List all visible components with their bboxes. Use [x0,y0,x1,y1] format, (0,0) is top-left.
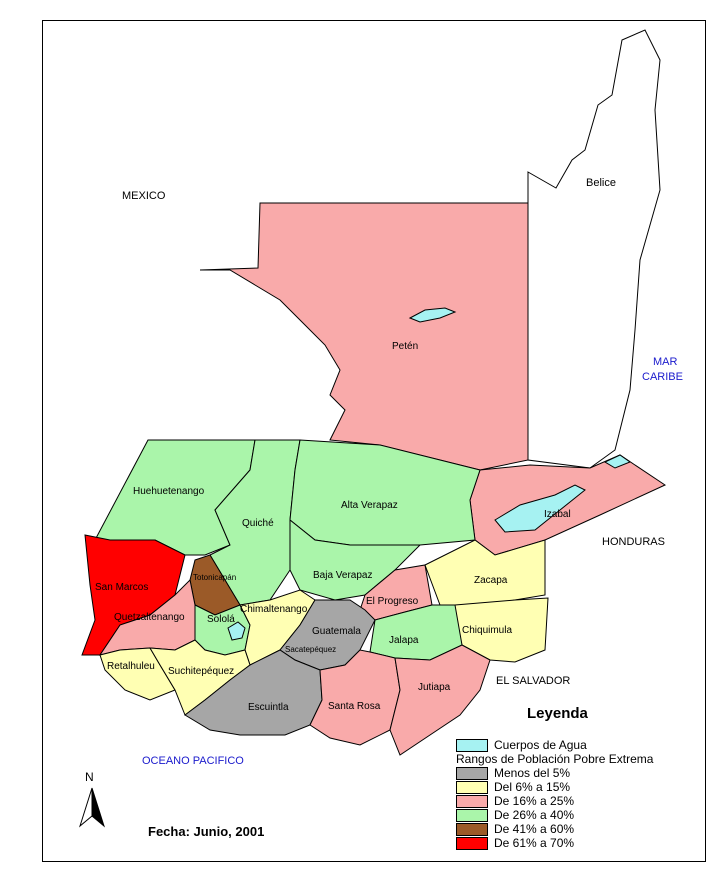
lake-peten-itza [408,307,457,323]
huehuetenango-label: Huehuetenango [133,486,205,497]
legend-swatch [456,836,488,850]
legend-item: De 61% a 70% [456,836,653,850]
legend-item-water: Cuerpos de Agua [456,738,653,752]
legend-item: De 41% a 60% [456,822,653,836]
legend-label: De 26% a 40% [494,808,575,822]
legend-item: De 16% a 25% [456,794,653,808]
legend-ranges-title: Rangos de Población Pobre Extrema [456,752,654,766]
legend-swatch [456,766,488,780]
legend: Cuerpos de Agua Rangos de Población Pobr… [456,738,653,850]
escuintla-label: Escuintla [248,702,289,713]
belize-region [527,29,661,469]
caribe-label: CARIBE [642,371,683,383]
zacapa-label: Zacapa [474,575,508,586]
legend-label: De 41% a 60% [494,822,575,836]
honduras-label: HONDURAS [602,536,665,548]
date-label: Fecha: Junio, 2001 [148,824,265,839]
suchitepequez-label: Suchitepéquez [168,666,234,677]
solola-label: Sololá [207,614,235,625]
quetzaltenango-label: Quetzaltenango [114,612,185,623]
peten-label: Petén [392,341,418,352]
legend-swatch [456,738,488,752]
izabal-label: Izabal [544,509,571,520]
legend-label: Cuerpos de Agua [494,738,587,752]
legend-item: Del 6% a 15% [456,780,653,794]
guatemala-dept-label: Guatemala [312,626,361,637]
legend-label: Del 6% a 15% [494,780,571,794]
north-arrow-icon [79,787,105,828]
legend-swatch [456,780,488,794]
jalapa-label: Jalapa [389,635,419,646]
jutiapa-label: Jutiapa [418,682,451,693]
el-salvador-label: EL SALVADOR [496,675,570,687]
mar-label: MAR [653,356,678,368]
retalhuleu-label: Retalhuleu [107,661,155,672]
peten-region [199,202,529,471]
santa-rosa-label: Santa Rosa [328,701,381,712]
chiquimula-label: Chiquimula [462,625,512,636]
quiche-label: Quiché [242,518,274,529]
san-marcos-label: San Marcos [95,582,148,593]
belice-label: Belice [586,177,616,189]
lake-izabal [494,484,586,533]
mexico-label: MEXICO [122,190,166,202]
legend-swatch [456,822,488,836]
legend-label: De 61% a 70% [494,836,575,850]
legend-swatch [456,794,488,808]
oceano-pacifico-label: OCEANO PACIFICO [142,755,244,767]
baja-verapaz-label: Baja Verapaz [313,570,373,581]
legend-title: Leyenda [527,705,588,722]
chimaltenango-label: Chimaltenango [240,604,308,615]
alta-verapaz-label: Alta Verapaz [341,500,398,511]
legend-swatch [456,808,488,822]
north-label: N [85,770,94,784]
sacatepequez-label: Sacatepéquez [285,645,336,654]
jutiapa-region [389,644,491,756]
coast-islet [603,454,632,469]
legend-item: De 26% a 40% [456,808,653,822]
legend-item: Menos del 5% [456,766,653,780]
el-progreso-label: El Progreso [366,596,419,607]
legend-label: De 16% a 25% [494,794,575,808]
lake-atitlan [227,621,246,641]
legend-label: Menos del 5% [494,766,571,780]
totonicapan-label: Totonicapán [193,573,236,582]
